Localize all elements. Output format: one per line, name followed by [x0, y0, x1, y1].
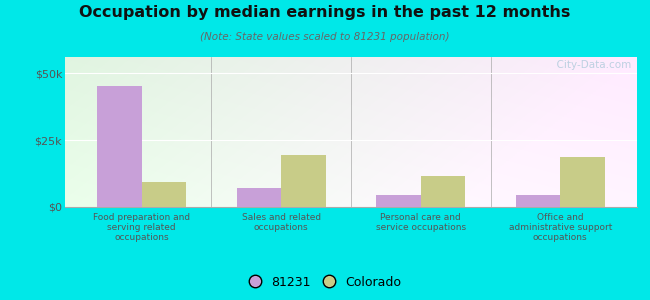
- Legend: 81231, Colorado: 81231, Colorado: [245, 272, 405, 292]
- Bar: [421, 176, 465, 207]
- Bar: [376, 195, 421, 207]
- Bar: [281, 155, 326, 207]
- Bar: [142, 182, 187, 207]
- Text: City-Data.com: City-Data.com: [550, 60, 631, 70]
- Bar: [515, 195, 560, 207]
- Text: (Note: State values scaled to 81231 population): (Note: State values scaled to 81231 popu…: [200, 32, 450, 41]
- Text: Occupation by median earnings in the past 12 months: Occupation by median earnings in the pas…: [79, 4, 571, 20]
- Bar: [97, 86, 142, 207]
- Bar: [560, 158, 605, 207]
- Bar: [237, 188, 281, 207]
